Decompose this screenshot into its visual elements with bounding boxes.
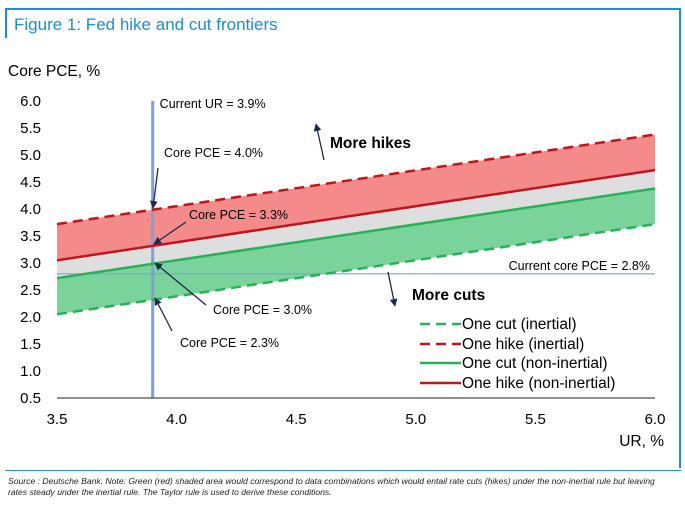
legend-label-0: One cut (inertial): [462, 316, 577, 333]
x-tick-label: 4.5: [286, 411, 307, 428]
figure-frame-top: [5, 8, 681, 10]
y-tick-label: 3.5: [20, 228, 41, 245]
source-note: Source : Deutsche Bank. Note: Green (red…: [8, 476, 655, 497]
x-axis-label: UR, %: [619, 433, 664, 450]
x-tick-label: 6.0: [645, 411, 666, 428]
axes: 3.5 4.0 4.5 5.0 5.5 6.0 0.5 1.0 1.5 2.0 2.5 3.0 3.5 4…: [8, 63, 665, 450]
reference-lines: Current UR = 3.9% Current core PCE = 2.8%: [57, 97, 655, 398]
y-tick-label: 2.0: [20, 309, 41, 326]
y-tick-label: 5.5: [20, 120, 41, 137]
y-tick-label: 3.0: [20, 255, 41, 272]
legend-label-2: One cut (non-inertial): [462, 355, 608, 372]
annotation-label: Core PCE = 2.3%: [180, 336, 279, 350]
source-divider: [5, 470, 681, 471]
annotation-arrow: [154, 262, 207, 306]
annotation-label: Core PCE = 3.0%: [213, 303, 312, 317]
y-tick-label: 0.5: [20, 390, 41, 407]
series-line-1: [56, 133, 656, 226]
legend-label-1: One hike (inertial): [462, 336, 584, 353]
x-tick-label: 5.0: [405, 411, 426, 428]
y-tick-label: 2.5: [20, 282, 41, 299]
y-tick-label: 4.0: [20, 201, 41, 218]
shaded-region-0: [57, 134, 655, 261]
more-hikes-arrow: [313, 123, 325, 161]
more-cuts-label: More cuts: [412, 287, 485, 304]
x-tick-label: 5.5: [525, 411, 546, 428]
annotation-label: Core PCE = 3.3%: [189, 208, 288, 222]
y-axis-label: Core PCE, %: [8, 63, 100, 80]
current-pce-label: Current core PCE = 2.8%: [509, 259, 650, 273]
annotations: Core PCE = 4.0% Core PCE = 3.3% Core PCE =…: [150, 123, 485, 350]
annotation-arrow: [154, 297, 173, 332]
legend: One cut (inertial) One hike (inertial) One…: [420, 316, 615, 392]
shaded-region-2: [57, 188, 655, 315]
current-ur-label: Current UR = 3.9%: [160, 97, 266, 111]
x-tick-label: 3.5: [47, 411, 68, 428]
series-line-3: [56, 168, 656, 262]
annotation-label: Core PCE = 4.0%: [164, 146, 263, 160]
x-tick-label: 4.0: [166, 411, 187, 428]
annotation-arrow: [150, 167, 159, 209]
y-tick-label: 1.5: [20, 336, 41, 353]
y-tick-label: 5.0: [20, 147, 41, 164]
y-tick-label: 4.5: [20, 174, 41, 191]
annotation-arrow: [153, 221, 187, 245]
more-cuts-arrow: [387, 271, 398, 307]
figure-title: Figure 1: Fed hike and cut frontiers: [14, 15, 278, 34]
figure-frame-left: [5, 8, 7, 38]
shaded-regions: [57, 134, 655, 315]
more-hikes-label: More hikes: [330, 135, 411, 152]
y-tick-label: 1.0: [20, 363, 41, 380]
figure-frame-right: [679, 8, 681, 468]
y-tick-label: 6.0: [20, 93, 41, 110]
shaded-region-1: [57, 170, 655, 279]
legend-label-3: One hike (non-inertial): [462, 375, 615, 392]
